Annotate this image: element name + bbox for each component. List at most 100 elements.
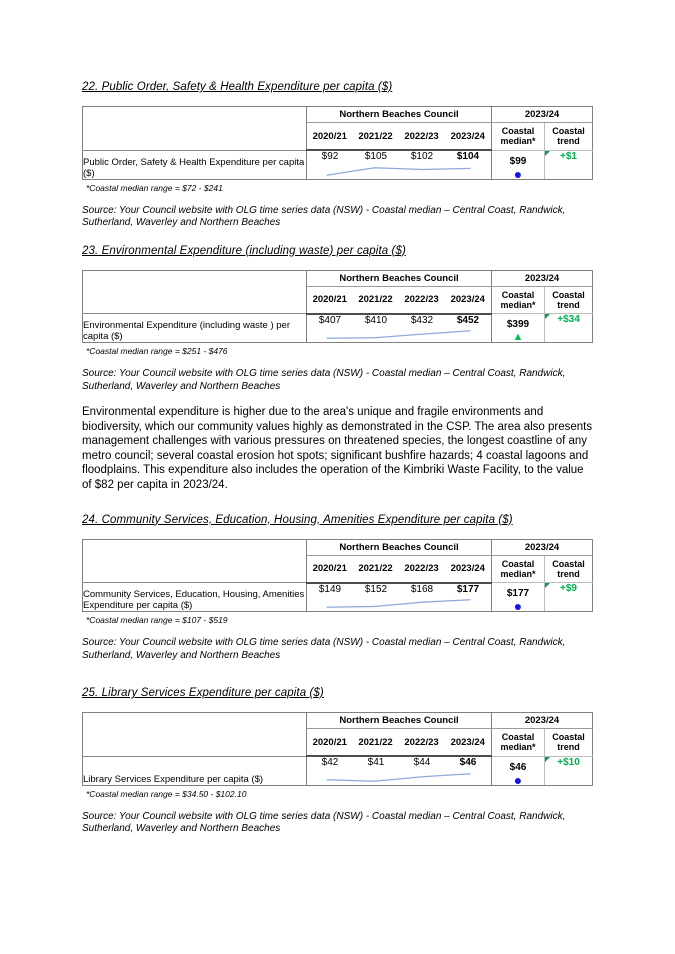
sparkline bbox=[313, 771, 484, 784]
median-status-circle-icon: ● bbox=[513, 165, 523, 182]
year-header: 2021/22 bbox=[352, 728, 399, 758]
sparkline bbox=[313, 597, 484, 610]
fiscal-year-group-header: 2023/24 bbox=[491, 538, 593, 556]
fiscal-year-group-header: 2023/24 bbox=[491, 712, 593, 730]
year-value: $92 bbox=[321, 151, 339, 162]
coastal-trend-value: +$10 bbox=[557, 756, 580, 768]
source-note: Source: Your Council website with OLG ti… bbox=[82, 637, 566, 661]
year-value: $168 bbox=[410, 583, 434, 595]
coastal-trend-cell: +$10 bbox=[544, 756, 593, 786]
corner-cell bbox=[82, 106, 307, 151]
year-values: $92 $105 $102 $104 bbox=[307, 151, 491, 162]
council-group-header: Northern Beaches Council bbox=[306, 106, 492, 123]
year-value: $105 bbox=[364, 151, 388, 162]
coastal-median-value: $46 bbox=[509, 761, 527, 773]
expenditure-table-25: Northern Beaches Council 2023/24 2020/21… bbox=[82, 712, 593, 788]
year-header: 2020/21 bbox=[306, 122, 353, 151]
row-label: Environmental Expenditure (including was… bbox=[82, 313, 307, 343]
year-header: 2020/21 bbox=[306, 286, 353, 315]
median-range-footnote: *Coastal median range = $251 - $476 bbox=[86, 346, 228, 356]
coastal-trend-value: +$1 bbox=[560, 150, 577, 162]
median-status-circle-icon: ● bbox=[513, 771, 523, 788]
section-23: 23. Environmental Expenditure (including… bbox=[82, 244, 594, 394]
year-values-cell: $92 $105 $102 $104 bbox=[306, 150, 492, 180]
expenditure-table-22: Northern Beaches Council 2023/24 2020/21… bbox=[82, 106, 593, 182]
section-title: 22. Public Order, Safety & Health Expend… bbox=[82, 81, 393, 93]
year-value: $152 bbox=[364, 583, 388, 595]
year-value: $432 bbox=[410, 314, 434, 326]
corner-cell bbox=[82, 712, 307, 757]
year-value: $104 bbox=[456, 151, 480, 162]
year-header: 2022/23 bbox=[398, 122, 445, 151]
year-header: 2021/22 bbox=[352, 122, 399, 151]
coastal-median-value: $99 bbox=[509, 155, 527, 167]
median-range-footnote: *Coastal median range = $107 - $519 bbox=[86, 615, 228, 626]
source-note: Source: Your Council website with OLG ti… bbox=[82, 810, 566, 835]
year-values: $149 $152 $168 $177 bbox=[307, 584, 491, 595]
coastal-median-cell: $99 ● bbox=[491, 150, 545, 182]
coastal-median-header: Coastal median* bbox=[491, 122, 545, 151]
body-paragraph: Environmental expenditure is higher due … bbox=[82, 406, 593, 491]
year-header: 2023/24 bbox=[444, 728, 492, 758]
year-header: 2020/21 bbox=[306, 728, 353, 758]
corner-cell bbox=[82, 269, 307, 314]
year-header: 2023/24 bbox=[444, 286, 492, 315]
median-status-triangle-up-icon: ▲ bbox=[512, 331, 524, 343]
year-header: 2022/23 bbox=[398, 555, 445, 584]
section-title: 24. Community Services, Education, Housi… bbox=[82, 513, 513, 526]
fiscal-year-group-header: 2023/24 bbox=[491, 106, 593, 123]
coastal-trend-value: +$9 bbox=[560, 583, 577, 595]
row-label: Library Services Expenditure per capita … bbox=[82, 756, 307, 786]
year-header: 2023/24 bbox=[444, 555, 492, 584]
section-24: 24. Community Services, Education, Housi… bbox=[82, 513, 594, 663]
coastal-trend-cell: +$34 bbox=[544, 313, 593, 343]
coastal-median-cell: $177 ● bbox=[491, 582, 545, 615]
section-22: 22. Public Order, Safety & Health Expend… bbox=[82, 80, 594, 230]
trend-corner-flag-icon bbox=[545, 150, 550, 156]
median-status-circle-icon: ● bbox=[513, 598, 523, 615]
council-group-header: Northern Beaches Council bbox=[306, 538, 492, 556]
year-value: $42 bbox=[321, 757, 339, 769]
year-header: 2021/22 bbox=[352, 286, 399, 315]
coastal-trend-header: Coastal trend bbox=[544, 122, 593, 151]
year-value: $46 bbox=[459, 757, 477, 769]
coastal-median-cell: $46 ● bbox=[491, 756, 545, 788]
year-value: $452 bbox=[456, 314, 480, 326]
coastal-median-header: Coastal median* bbox=[491, 728, 545, 757]
year-values: $42 $41 $44 $46 bbox=[307, 757, 491, 768]
page-content: 22. Public Order, Safety & Health Expend… bbox=[82, 80, 594, 836]
trend-corner-flag-icon bbox=[545, 314, 550, 319]
expenditure-table-23: Northern Beaches Council 2023/24 2020/21… bbox=[82, 269, 593, 343]
coastal-median-header: Coastal median* bbox=[491, 555, 545, 584]
year-header: 2022/23 bbox=[398, 728, 445, 758]
year-values: $407 $410 $432 $452 bbox=[307, 315, 491, 326]
year-values-cell: $149 $152 $168 $177 bbox=[306, 582, 492, 613]
coastal-trend-header: Coastal trend bbox=[544, 286, 593, 314]
year-value: $102 bbox=[410, 151, 434, 162]
trend-corner-flag-icon bbox=[545, 583, 550, 589]
year-value: $410 bbox=[364, 314, 388, 326]
coastal-median-header: Coastal median* bbox=[491, 286, 545, 314]
year-header: 2020/21 bbox=[306, 555, 353, 584]
coastal-median-value: $177 bbox=[506, 588, 530, 600]
section-25: 25. Library Services Expenditure per cap… bbox=[82, 686, 594, 836]
year-value: $44 bbox=[413, 757, 431, 769]
sparkline bbox=[313, 328, 484, 341]
expenditure-table-24: Northern Beaches Council 2023/24 2020/21… bbox=[82, 538, 593, 615]
year-value: $407 bbox=[318, 314, 342, 326]
year-values-cell: $407 $410 $432 $452 bbox=[306, 313, 492, 343]
year-value: $41 bbox=[367, 757, 385, 769]
row-label: Community Services, Education, Housing, … bbox=[82, 582, 307, 613]
year-value: $149 bbox=[318, 583, 342, 595]
year-header: 2023/24 bbox=[444, 122, 492, 151]
council-group-header: Northern Beaches Council bbox=[306, 712, 492, 730]
corner-cell bbox=[82, 538, 307, 584]
median-range-footnote: *Coastal median range = $34.50 - $102.10 bbox=[86, 788, 247, 799]
coastal-median-value: $399 bbox=[506, 319, 530, 330]
coastal-trend-header: Coastal trend bbox=[544, 555, 593, 584]
coastal-trend-header: Coastal trend bbox=[544, 728, 593, 757]
coastal-trend-value: +$34 bbox=[557, 314, 580, 325]
median-range-footnote: *Coastal median range = $72 - $241 bbox=[86, 182, 223, 193]
coastal-trend-cell: +$1 bbox=[544, 150, 593, 180]
